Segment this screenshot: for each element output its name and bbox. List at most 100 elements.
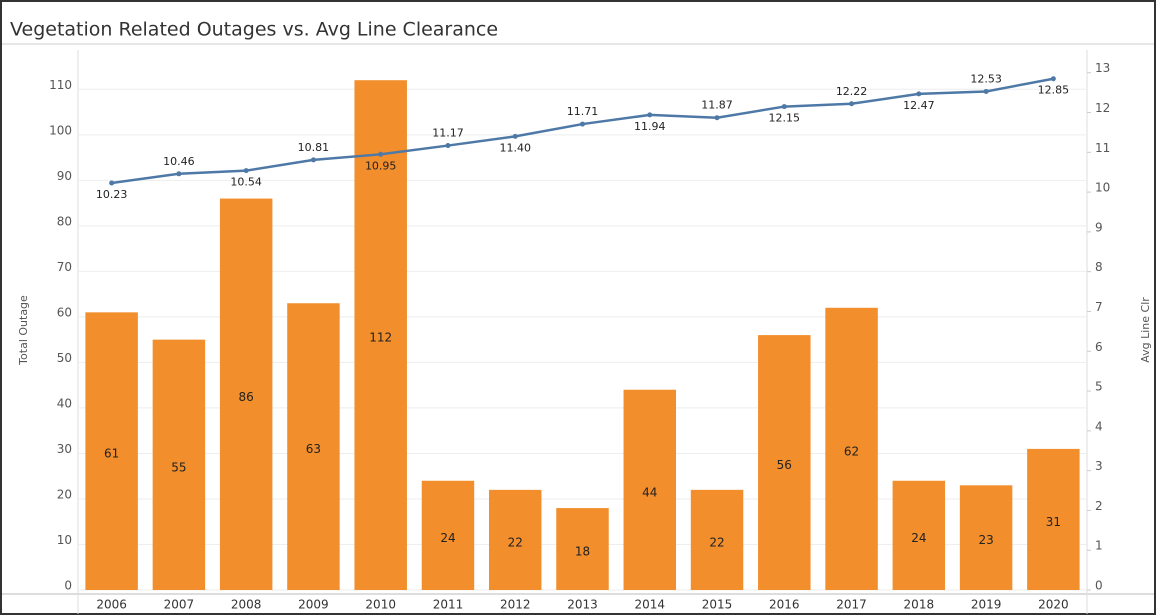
bar bbox=[219, 198, 273, 590]
bar bbox=[758, 335, 811, 590]
x-tick-label: 2008 bbox=[231, 598, 262, 612]
line-point bbox=[983, 88, 989, 94]
bar bbox=[354, 80, 407, 590]
bar-label: 24 bbox=[911, 531, 926, 545]
bar-label: 56 bbox=[777, 458, 792, 472]
line-label: 12.15 bbox=[769, 112, 801, 125]
y-axis-label: Total Outage bbox=[17, 295, 30, 366]
line-point bbox=[176, 171, 182, 177]
line-point bbox=[916, 91, 922, 97]
bar bbox=[690, 489, 744, 590]
x-tick-label: 2007 bbox=[164, 598, 195, 612]
y2-tick-label: 5 bbox=[1095, 380, 1103, 394]
bar-label: 22 bbox=[709, 535, 724, 549]
y-tick-label: 90 bbox=[57, 169, 72, 183]
x-tick-label: 2018 bbox=[904, 598, 935, 612]
y2-tick-label: 0 bbox=[1095, 579, 1103, 593]
line-label: 10.23 bbox=[96, 188, 128, 201]
y2-tick-label: 13 bbox=[1095, 61, 1110, 75]
bar-label: 24 bbox=[440, 531, 455, 545]
y2-tick-label: 7 bbox=[1095, 300, 1103, 314]
bar-label: 63 bbox=[306, 442, 321, 456]
bar bbox=[825, 307, 878, 590]
bar-label: 112 bbox=[369, 331, 392, 345]
x-tick-label: 2009 bbox=[298, 598, 329, 612]
line-point bbox=[849, 101, 855, 107]
line-point bbox=[714, 115, 720, 121]
y-tick-label: 100 bbox=[49, 123, 72, 137]
line-label: 11.71 bbox=[567, 105, 599, 118]
x-tick-label: 2017 bbox=[836, 598, 867, 612]
line-label: 12.85 bbox=[1038, 84, 1070, 97]
x-tick-label: 2015 bbox=[702, 598, 733, 612]
x-tick-label: 2016 bbox=[769, 598, 800, 612]
bar-label: 55 bbox=[171, 460, 186, 474]
y-tick-label: 20 bbox=[57, 487, 72, 501]
x-tick-label: 2013 bbox=[567, 598, 598, 612]
y-tick-label: 50 bbox=[57, 351, 72, 365]
bar bbox=[488, 489, 542, 590]
x-tick-label: 2020 bbox=[1038, 598, 1069, 612]
y-tick-label: 30 bbox=[57, 442, 72, 456]
line-label: 12.22 bbox=[836, 85, 868, 98]
line-label: 10.54 bbox=[230, 176, 262, 189]
y2-tick-label: 10 bbox=[1095, 181, 1110, 195]
line-point bbox=[580, 121, 585, 127]
line-point bbox=[512, 133, 518, 139]
y2-tick-label: 9 bbox=[1095, 220, 1103, 234]
line-point bbox=[647, 112, 653, 118]
y-tick-label: 60 bbox=[57, 305, 72, 319]
bar bbox=[152, 339, 206, 590]
line-label: 11.87 bbox=[701, 99, 733, 112]
y-tick-label: 110 bbox=[49, 78, 72, 92]
line-point bbox=[781, 104, 787, 110]
bar-label: 18 bbox=[575, 545, 590, 559]
bar bbox=[623, 389, 677, 590]
bar-label: 31 bbox=[1046, 515, 1061, 529]
y-tick-label: 70 bbox=[57, 260, 72, 274]
x-tick-label: 2011 bbox=[433, 598, 464, 612]
y2-tick-label: 3 bbox=[1095, 459, 1103, 473]
y2-tick-label: 12 bbox=[1095, 101, 1110, 115]
y2-tick-label: 2 bbox=[1095, 499, 1103, 513]
line-point bbox=[445, 143, 451, 149]
bar-label: 61 bbox=[104, 447, 119, 461]
bar bbox=[287, 303, 340, 590]
y-tick-label: 0 bbox=[64, 579, 72, 593]
bar bbox=[556, 508, 609, 590]
line-point bbox=[378, 151, 384, 157]
line-label: 12.53 bbox=[970, 72, 1002, 85]
y2-tick-label: 1 bbox=[1095, 539, 1103, 553]
line-label: 11.94 bbox=[634, 120, 666, 133]
line-point bbox=[1050, 76, 1056, 82]
y2-tick-label: 11 bbox=[1095, 141, 1110, 155]
y2-tick-label: 4 bbox=[1095, 419, 1103, 433]
line-point bbox=[243, 168, 249, 174]
line-label: 11.17 bbox=[432, 127, 464, 140]
bar-label: 44 bbox=[642, 485, 657, 499]
x-tick-label: 2019 bbox=[971, 598, 1002, 612]
x-tick-label: 2014 bbox=[634, 598, 665, 612]
bar bbox=[959, 485, 1013, 590]
y-tick-label: 10 bbox=[57, 533, 72, 547]
line-label: 11.40 bbox=[499, 141, 531, 154]
y-tick-label: 80 bbox=[57, 214, 72, 228]
line-label: 10.46 bbox=[163, 155, 195, 168]
line-point bbox=[310, 157, 316, 163]
chart-title: Vegetation Related Outages vs. Avg Line … bbox=[10, 19, 498, 41]
line-point bbox=[109, 180, 115, 186]
bar bbox=[892, 480, 946, 590]
line-label: 12.47 bbox=[903, 99, 935, 112]
bar-label: 62 bbox=[844, 444, 859, 458]
y2-axis-label: Avg Line Clr bbox=[1139, 297, 1152, 363]
bar-label: 23 bbox=[978, 533, 993, 547]
line-label: 10.95 bbox=[365, 159, 397, 172]
bar-label: 86 bbox=[239, 390, 254, 404]
x-tick-label: 2012 bbox=[500, 598, 531, 612]
bar bbox=[85, 312, 138, 590]
bar bbox=[421, 480, 475, 590]
x-tick-label: 2010 bbox=[365, 598, 396, 612]
y-tick-label: 40 bbox=[57, 396, 72, 410]
x-tick-label: 2006 bbox=[96, 598, 127, 612]
